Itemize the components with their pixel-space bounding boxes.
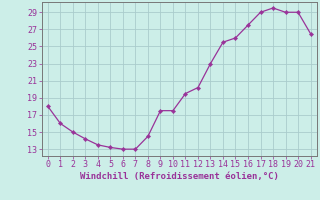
X-axis label: Windchill (Refroidissement éolien,°C): Windchill (Refroidissement éolien,°C) xyxy=(80,172,279,181)
